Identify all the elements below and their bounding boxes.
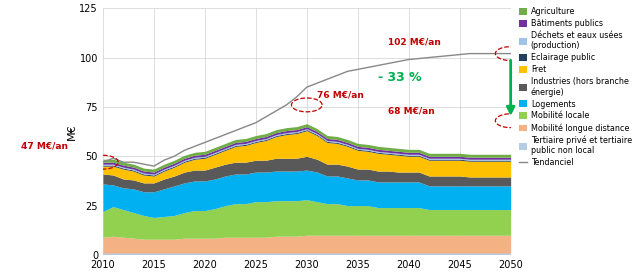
Text: 47 M€/an: 47 M€/an — [22, 142, 68, 151]
Text: 68 M€/an: 68 M€/an — [389, 106, 435, 115]
Y-axis label: M€: M€ — [67, 123, 76, 140]
Text: 102 M€/an: 102 M€/an — [389, 37, 441, 46]
Text: - 33 %: - 33 % — [378, 71, 422, 84]
Text: 76 M€/an: 76 M€/an — [317, 90, 364, 99]
Legend: Agriculture, Bâtiments publics, Déchets et eaux usées
(production), Eclairage pu: Agriculture, Bâtiments publics, Déchets … — [519, 7, 632, 167]
